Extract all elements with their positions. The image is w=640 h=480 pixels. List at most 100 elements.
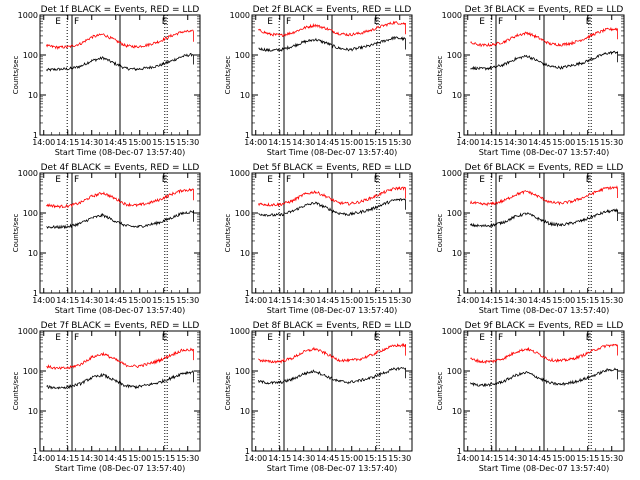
y-tick-label: 1000 xyxy=(18,169,38,178)
panel-title: Det 2f BLACK = Events, RED = LLD xyxy=(253,5,412,15)
x-tick-label: 14:00 xyxy=(244,138,267,147)
x-tick-label: 14:15 xyxy=(56,138,79,147)
panel-title: Det 8f BLACK = Events, RED = LLD xyxy=(253,321,412,331)
x-tick-label: 15:15 xyxy=(576,138,599,147)
x-tick-label: 14:30 xyxy=(80,454,103,463)
y-tick-label: 1000 xyxy=(442,11,462,20)
marker-label: F xyxy=(498,175,503,185)
x-axis-label: Start Time (08-Dec-07 13:57:40) xyxy=(267,464,398,473)
marker-label: E xyxy=(374,333,380,343)
x-tick-label: 15:30 xyxy=(388,296,411,305)
x-tick-label: 15:00 xyxy=(340,454,363,463)
y-tick-label: 10 xyxy=(452,249,462,258)
x-tick-label: 14:30 xyxy=(292,296,315,305)
marker-label: F xyxy=(286,333,291,343)
y-tick-label: 1000 xyxy=(442,169,462,178)
y-tick-label: 1000 xyxy=(230,169,250,178)
marker-label: E xyxy=(374,17,380,27)
x-tick-label: 15:30 xyxy=(600,138,623,147)
x-axis-label: Start Time (08-Dec-07 13:57:40) xyxy=(55,464,186,473)
y-tick-label: 10 xyxy=(240,249,250,258)
x-tick-label: 15:30 xyxy=(176,454,199,463)
detector-panel-4: Det 4f BLACK = Events, RED = LLD 1 10 100 10… xyxy=(12,163,201,315)
x-tick-label: 15:00 xyxy=(552,454,575,463)
x-axis-label: Start Time (08-Dec-07 13:57:40) xyxy=(55,306,186,315)
x-tick-label: 14:15 xyxy=(480,454,503,463)
x-axis-label: Start Time (08-Dec-07 13:57:40) xyxy=(55,148,186,157)
lld-series-line xyxy=(46,188,194,209)
x-tick-label: 14:45 xyxy=(528,454,551,463)
x-tick-label: 15:30 xyxy=(388,138,411,147)
y-tick-label: 100 xyxy=(447,367,462,376)
y-tick-label: 100 xyxy=(23,367,38,376)
y-tick-label: 1 xyxy=(33,289,38,298)
panel-title: Det 6f BLACK = Events, RED = LLD xyxy=(465,163,624,173)
marker-label: E xyxy=(267,175,273,185)
events-series-line xyxy=(470,50,618,71)
marker-label: E xyxy=(162,175,168,185)
y-tick-label: 10 xyxy=(28,249,38,258)
x-axis-label: Start Time (08-Dec-07 13:57:40) xyxy=(479,306,610,315)
x-tick-label: 15:15 xyxy=(576,454,599,463)
marker-label: E xyxy=(586,333,592,343)
y-axis-label: Counts/sec xyxy=(224,214,232,253)
marker-label: E xyxy=(479,17,485,27)
marker-label: F xyxy=(74,333,79,343)
detector-panel-7: Det 7f BLACK = Events, RED = LLD 1 10 100 10… xyxy=(12,321,201,473)
x-tick-label: 14:45 xyxy=(104,138,127,147)
y-tick-label: 100 xyxy=(235,51,250,60)
y-tick-label: 100 xyxy=(23,51,38,60)
y-tick-label: 1000 xyxy=(18,11,38,20)
marker-label: F xyxy=(74,17,79,27)
marker-label: F xyxy=(498,17,503,27)
events-series-line xyxy=(470,367,618,388)
y-tick-label: 1 xyxy=(245,447,250,456)
y-tick-label: 10 xyxy=(240,407,250,416)
y-tick-label: 1 xyxy=(245,289,250,298)
marker-label: F xyxy=(286,17,291,27)
x-tick-label: 14:45 xyxy=(528,138,551,147)
y-tick-label: 10 xyxy=(28,91,38,100)
x-tick-label: 14:15 xyxy=(480,296,503,305)
x-tick-label: 14:30 xyxy=(80,296,103,305)
y-axis-label: Counts/sec xyxy=(224,56,232,95)
x-tick-label: 14:45 xyxy=(316,138,339,147)
marker-label: F xyxy=(74,175,79,185)
x-tick-label: 15:15 xyxy=(364,454,387,463)
x-tick-label: 15:30 xyxy=(600,454,623,463)
events-series-line xyxy=(46,52,194,72)
x-tick-label: 15:15 xyxy=(576,296,599,305)
panel-title: Det 4f BLACK = Events, RED = LLD xyxy=(41,163,200,173)
y-tick-label: 1000 xyxy=(442,327,462,336)
x-tick-label: 14:00 xyxy=(32,138,55,147)
lld-series-line xyxy=(258,20,406,37)
x-tick-label: 14:30 xyxy=(292,138,315,147)
y-tick-label: 1 xyxy=(457,131,462,140)
y-tick-label: 100 xyxy=(23,209,38,218)
x-tick-label: 14:45 xyxy=(316,454,339,463)
y-tick-label: 100 xyxy=(235,209,250,218)
x-tick-label: 15:30 xyxy=(176,296,199,305)
x-axis-label: Start Time (08-Dec-07 13:57:40) xyxy=(479,464,610,473)
marker-label: E xyxy=(162,17,168,27)
detector-panel-1: Det 1f BLACK = Events, RED = LLD 1 10 100 10… xyxy=(12,5,201,157)
marker-label: E xyxy=(479,175,485,185)
marker-label: F xyxy=(498,333,503,343)
x-tick-label: 14:45 xyxy=(104,454,127,463)
x-tick-label: 14:30 xyxy=(504,296,527,305)
x-tick-label: 14:15 xyxy=(56,296,79,305)
marker-label: E xyxy=(267,17,273,27)
x-tick-label: 14:15 xyxy=(268,296,291,305)
y-axis-label: Counts/sec xyxy=(12,372,20,411)
y-tick-label: 100 xyxy=(447,51,462,60)
y-tick-label: 10 xyxy=(28,407,38,416)
x-tick-label: 15:15 xyxy=(152,454,175,463)
y-axis-label: Counts/sec xyxy=(436,56,444,95)
y-axis-label: Counts/sec xyxy=(436,372,444,411)
detector-panel-9: Det 9f BLACK = Events, RED = LLD 1 10 100 10… xyxy=(436,321,625,473)
lld-series-line xyxy=(46,347,194,371)
y-tick-label: 10 xyxy=(240,91,250,100)
x-tick-label: 14:00 xyxy=(456,296,479,305)
x-tick-label: 14:00 xyxy=(32,454,55,463)
